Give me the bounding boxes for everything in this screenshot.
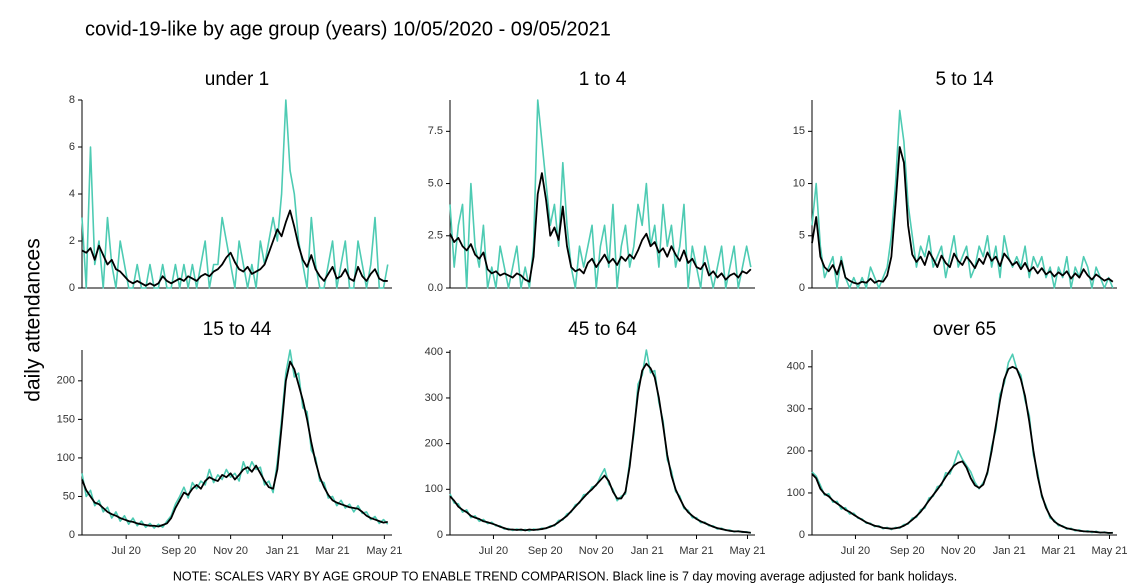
average-line <box>81 360 388 528</box>
y-tick-label: 100 <box>57 452 75 464</box>
y-tick-label: 10 <box>793 177 805 189</box>
panel-title: over 65 <box>933 319 996 340</box>
y-tick-label: 100 <box>787 487 805 499</box>
x-tick-label: Nov 20 <box>213 545 248 557</box>
x-tick-label: Sep 20 <box>161 545 196 557</box>
y-tick-label: 0 <box>799 529 805 541</box>
y-axis-label: daily attendances <box>22 238 45 401</box>
y-tick-label: 5 <box>799 230 805 242</box>
y-tick-label: 0 <box>437 529 443 541</box>
x-tick-label: Mar 21 <box>679 545 713 557</box>
y-tick-label: 200 <box>787 445 805 457</box>
x-tick-label: May 21 <box>366 545 402 557</box>
x-tick-label: Sep 20 <box>528 545 563 557</box>
daily-line <box>811 353 1113 535</box>
x-tick-label: Jul 20 <box>479 545 508 557</box>
x-tick-label: Jul 20 <box>111 545 140 557</box>
y-tick-label: 2.5 <box>428 230 443 242</box>
y-tick-label: 7.5 <box>428 125 443 137</box>
y-tick-label: 15 <box>793 125 805 137</box>
y-tick-label: 2 <box>69 235 75 247</box>
x-tick-label: Sep 20 <box>890 545 925 557</box>
x-tick-label: May 21 <box>1091 545 1127 557</box>
daily-line <box>811 109 1114 289</box>
panel-title: 15 to 44 <box>203 319 272 340</box>
average-line <box>811 146 1114 285</box>
y-tick-label: 300 <box>787 403 805 415</box>
page-title: covid-19-like by age group (years) 10/05… <box>85 18 611 40</box>
note: NOTE: SCALES VARY BY AGE GROUP TO ENABLE… <box>173 569 957 583</box>
daily-line <box>81 99 389 289</box>
x-tick-label: Mar 21 <box>1041 545 1075 557</box>
average-line <box>81 209 388 287</box>
x-tick-label: May 21 <box>729 545 765 557</box>
y-tick-label: 0.0 <box>428 282 443 294</box>
x-tick-label: Jul 20 <box>841 545 870 557</box>
average-line <box>811 365 1113 534</box>
y-tick-label: 0 <box>799 282 805 294</box>
x-tick-label: Nov 20 <box>941 545 976 557</box>
daily-line <box>81 349 389 529</box>
panel-title: 5 to 14 <box>935 69 994 90</box>
panel-title: 1 to 4 <box>579 69 627 90</box>
y-tick-label: 100 <box>425 483 443 495</box>
y-tick-label: 8 <box>69 94 75 106</box>
y-tick-label: 300 <box>425 392 443 404</box>
x-tick-label: Nov 20 <box>579 545 614 557</box>
daily-line <box>449 99 752 289</box>
y-tick-label: 400 <box>425 346 443 358</box>
panel-title: 45 to 64 <box>568 319 637 340</box>
x-tick-label: Jan 21 <box>631 545 664 557</box>
y-tick-label: 4 <box>69 188 75 200</box>
y-tick-label: 150 <box>57 413 75 425</box>
y-tick-label: 6 <box>69 141 75 153</box>
x-tick-label: Jan 21 <box>266 545 299 557</box>
daily-line <box>449 349 752 534</box>
y-tick-label: 200 <box>57 375 75 387</box>
x-tick-label: Jan 21 <box>993 545 1026 557</box>
x-tick-label: Mar 21 <box>315 545 349 557</box>
y-tick-label: 5.0 <box>428 177 443 189</box>
panel-title: under 1 <box>205 69 269 90</box>
y-tick-label: 200 <box>425 438 443 450</box>
y-tick-label: 50 <box>63 490 75 502</box>
y-tick-label: 0 <box>69 282 75 294</box>
average-line <box>449 362 751 534</box>
y-tick-label: 400 <box>787 361 805 373</box>
y-tick-label: 0 <box>69 529 75 541</box>
average-line <box>449 172 752 283</box>
